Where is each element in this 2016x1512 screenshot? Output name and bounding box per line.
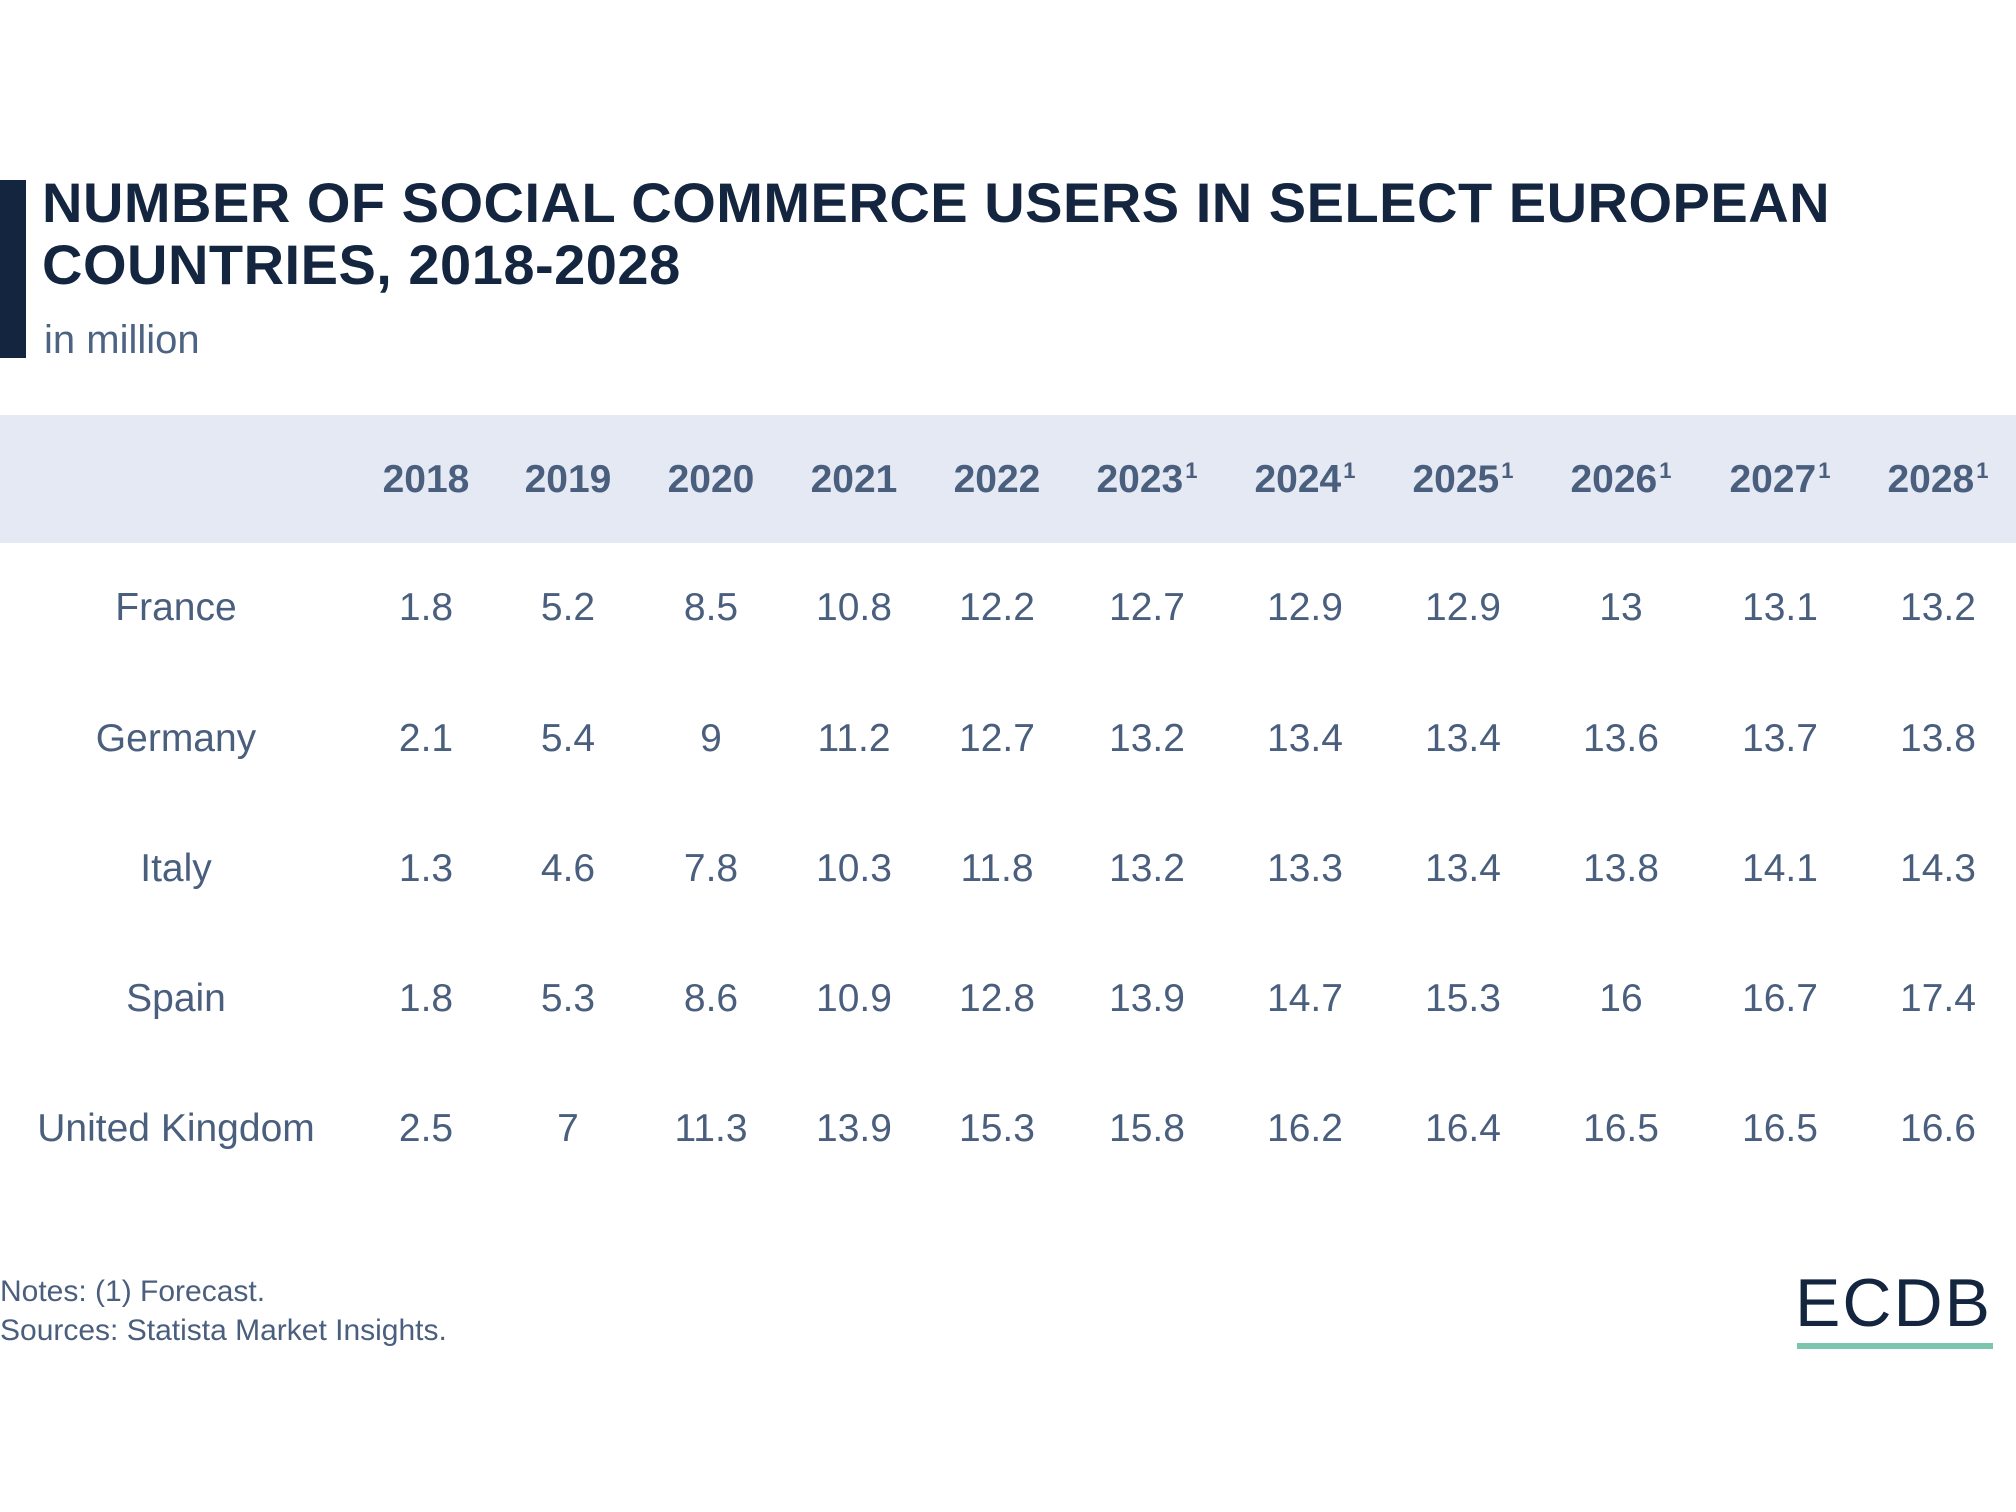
notes-text: Notes: (1) Forecast. xyxy=(0,1275,266,1308)
table-cell: 16.6 xyxy=(1900,1107,1976,1150)
column-year: 2028 xyxy=(1887,458,1975,501)
column-header: 2020 xyxy=(668,458,755,502)
table-cell: 16.5 xyxy=(1742,1107,1818,1150)
table-cell: 12.9 xyxy=(1267,586,1343,629)
table-cell: 16.4 xyxy=(1425,1107,1501,1150)
table-cell: 16.7 xyxy=(1742,977,1818,1020)
table-cell: 10.9 xyxy=(816,977,892,1020)
forecast-footnote-marker: 1 xyxy=(1343,458,1356,483)
table-cell: 11.2 xyxy=(817,717,891,760)
column-year: 2022 xyxy=(953,458,1041,501)
column-year: 2027 xyxy=(1729,458,1817,501)
table-cell: 4.6 xyxy=(540,847,596,890)
forecast-footnote-marker: 1 xyxy=(1976,458,1989,483)
column-header: 20271 xyxy=(1729,458,1830,502)
table-cell: 13.4 xyxy=(1425,717,1501,760)
table-cell: 14.1 xyxy=(1742,847,1818,890)
column-year: 2025 xyxy=(1412,458,1500,501)
table-cell: 1.3 xyxy=(398,847,454,890)
table-cell: 14.7 xyxy=(1267,977,1343,1020)
column-header: 2022 xyxy=(954,458,1041,502)
column-header: 2021 xyxy=(811,458,898,502)
forecast-footnote-marker: 1 xyxy=(1818,458,1831,483)
table-cell: 13.7 xyxy=(1742,717,1818,760)
table-cell: 5.4 xyxy=(540,717,596,760)
table-cell: 13.2 xyxy=(1109,847,1185,890)
column-header: 20231 xyxy=(1096,458,1197,502)
chart-title: NUMBER OF SOCIAL COMMERCE USERS IN SELEC… xyxy=(42,171,1831,296)
table-cell: 11.3 xyxy=(674,1107,748,1150)
table-cell: 1.8 xyxy=(398,586,454,629)
column-year: 2023 xyxy=(1096,458,1184,501)
table-cell: 13.8 xyxy=(1900,717,1976,760)
chart-subtitle: in million xyxy=(44,318,200,362)
column-year: 2021 xyxy=(810,458,898,501)
table-cell: 5.3 xyxy=(540,977,596,1020)
forecast-footnote-marker: 1 xyxy=(1185,458,1198,483)
table-cell: 16 xyxy=(1599,977,1643,1020)
table-header-band xyxy=(0,415,2016,543)
column-header: 20241 xyxy=(1254,458,1355,502)
logo-underline xyxy=(1797,1343,1993,1349)
table-cell: 13.4 xyxy=(1425,847,1501,890)
table-cell: 12.7 xyxy=(1109,586,1185,629)
table-cell: 15.8 xyxy=(1109,1107,1185,1150)
table-cell: 13.9 xyxy=(816,1107,892,1150)
table-cell: 13.4 xyxy=(1267,717,1343,760)
row-label: Italy xyxy=(140,847,212,890)
table-cell: 13.3 xyxy=(1267,847,1343,890)
table-cell: 13 xyxy=(1599,586,1643,629)
table-cell: 15.3 xyxy=(1425,977,1501,1020)
table-cell: 16.5 xyxy=(1583,1107,1659,1150)
table-cell: 12.8 xyxy=(959,977,1035,1020)
table-cell: 13.6 xyxy=(1583,717,1659,760)
column-year: 2024 xyxy=(1254,458,1342,501)
column-header: 2018 xyxy=(383,458,470,502)
forecast-footnote-marker: 1 xyxy=(1501,458,1514,483)
sources-text: Sources: Statista Market Insights. xyxy=(0,1314,447,1347)
table-cell: 2.1 xyxy=(398,717,454,760)
row-label: France xyxy=(115,586,237,629)
column-header: 20281 xyxy=(1887,458,1988,502)
column-header: 20261 xyxy=(1570,458,1671,502)
table-cell: 2.5 xyxy=(398,1107,454,1150)
table-cell: 8.5 xyxy=(683,586,739,629)
ecdb-logo: ECDB xyxy=(1795,1265,1992,1341)
table-cell: 16.2 xyxy=(1267,1107,1343,1150)
footnotes: Notes: (1) Forecast. Sources: Statista M… xyxy=(0,1272,447,1350)
table-cell: 8.6 xyxy=(683,977,739,1020)
table-cell: 13.9 xyxy=(1109,977,1185,1020)
table-cell: 14.3 xyxy=(1900,847,1976,890)
table-cell: 5.2 xyxy=(540,586,596,629)
table-cell: 9 xyxy=(700,717,722,760)
row-label: Germany xyxy=(95,717,257,760)
table-cell: 1.8 xyxy=(398,977,454,1020)
forecast-footnote-marker: 1 xyxy=(1659,458,1672,483)
table-cell: 13.2 xyxy=(1109,717,1185,760)
column-year: 2018 xyxy=(382,458,470,501)
table-cell: 12.7 xyxy=(959,717,1035,760)
row-label: Spain xyxy=(126,977,226,1020)
table-cell: 7.8 xyxy=(683,847,739,890)
table-cell: 13.8 xyxy=(1583,847,1659,890)
table-cell: 11.8 xyxy=(960,847,1034,890)
column-year: 2019 xyxy=(524,458,612,501)
table-cell: 15.3 xyxy=(959,1107,1035,1150)
table-cell: 12.9 xyxy=(1425,586,1501,629)
table-cell: 13.1 xyxy=(1742,586,1818,629)
table-cell: 10.3 xyxy=(816,847,892,890)
table-cell: 12.2 xyxy=(959,586,1035,629)
column-year: 2026 xyxy=(1570,458,1658,501)
table-cell: 13.2 xyxy=(1900,586,1976,629)
table-cell: 10.8 xyxy=(816,586,892,629)
table-cell: 17.4 xyxy=(1900,977,1976,1020)
column-header: 20251 xyxy=(1412,458,1513,502)
table-cell: 7 xyxy=(557,1107,579,1150)
title-accent-bar xyxy=(0,180,26,358)
column-year: 2020 xyxy=(667,458,755,501)
column-header: 2019 xyxy=(525,458,612,502)
row-label: United Kingdom xyxy=(37,1107,315,1150)
